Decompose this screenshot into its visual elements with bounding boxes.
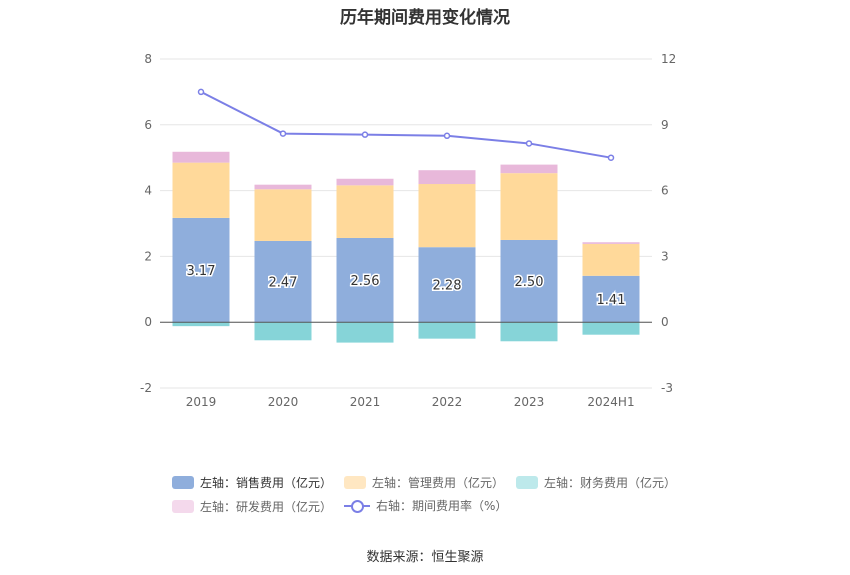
legend-swatch-rd xyxy=(172,500,194,513)
bar-rd xyxy=(500,164,558,174)
bar-finance xyxy=(336,322,394,343)
right-axis-tick-label: 9 xyxy=(661,118,669,132)
rate-line xyxy=(200,91,612,159)
legend-item-finance[interactable]: 左轴：财务费用（亿元） xyxy=(516,474,676,491)
legend-swatch-finance xyxy=(516,476,538,489)
bar-finance xyxy=(172,322,230,327)
right-axis-tick-label: -3 xyxy=(661,381,673,395)
bar-rd xyxy=(254,184,312,190)
rate-point xyxy=(443,132,451,140)
bar-data-label: 2.50 xyxy=(515,275,544,290)
bar-sales xyxy=(172,217,230,323)
bar-finance xyxy=(582,322,640,335)
legend-label-admin: 左轴：管理费用（亿元） xyxy=(372,476,505,490)
left-axis-tick-label: 8 xyxy=(144,52,152,66)
bar-data-label: 2.47 xyxy=(269,276,298,291)
left-axis-tick-label: 4 xyxy=(144,184,152,198)
bar-finance xyxy=(418,322,476,339)
x-axis-tick-label: 2022 xyxy=(432,395,463,409)
right-axis-tick-label: 0 xyxy=(661,315,669,329)
bar-data-label: 2.56 xyxy=(351,274,380,289)
x-axis-tick-label: 2023 xyxy=(514,395,545,409)
legend-label-rate: 右轴：期间费用率（%） xyxy=(376,499,508,513)
bar-admin xyxy=(418,184,476,248)
bar-sales xyxy=(254,240,312,323)
bar-admin xyxy=(172,162,230,218)
legend-swatch-sales xyxy=(172,476,194,489)
rate-point xyxy=(197,88,205,96)
left-axis-tick-label: -2 xyxy=(140,381,152,395)
bar-admin xyxy=(254,189,312,241)
x-axis-tick-label: 2019 xyxy=(186,395,217,409)
bar-rd xyxy=(418,170,476,185)
rate-point xyxy=(607,154,615,161)
data-source: 数据来源：恒生聚源 xyxy=(366,550,484,565)
bar-data-label: 1.41 xyxy=(597,293,626,308)
right-axis-tick-label: 12 xyxy=(661,52,676,66)
left-axis-tick-label: 6 xyxy=(144,118,152,132)
chart-title: 历年期间费用变化情况 xyxy=(340,8,510,28)
bar-rd xyxy=(172,151,230,163)
bar-admin xyxy=(336,185,394,238)
bar-sales xyxy=(582,275,640,323)
rate-point xyxy=(279,130,287,137)
bar-data-label: 3.17 xyxy=(187,264,216,279)
legend-item-admin[interactable]: 左轴：管理费用（亿元） xyxy=(344,474,504,491)
bar-data-label: 2.28 xyxy=(433,279,462,294)
legend-item-rate[interactable]: 右轴：期间费用率（%） xyxy=(344,497,507,514)
bar-rd xyxy=(582,242,640,244)
x-axis-tick-label: 2021 xyxy=(350,395,381,409)
x-axis-tick-label: 2024H1 xyxy=(587,395,634,409)
left-axis-tick-label: 0 xyxy=(144,315,152,329)
legend-label-finance: 左轴：财务费用（亿元） xyxy=(544,476,677,490)
bar-rd xyxy=(336,178,394,186)
right-axis-tick-label: 3 xyxy=(661,249,669,263)
legend-item-sales[interactable]: 左轴：销售费用（亿元） xyxy=(172,474,332,491)
bar-admin xyxy=(500,173,558,240)
legend-label-sales: 左轴：销售费用（亿元） xyxy=(200,476,333,490)
right-axis-tick-label: 6 xyxy=(661,184,669,198)
legend-swatch-admin xyxy=(344,476,366,489)
bar-admin xyxy=(582,243,640,276)
x-axis-tick-label: 2020 xyxy=(268,395,299,409)
left-axis-tick-label: 2 xyxy=(144,249,152,263)
rate-point xyxy=(361,131,369,138)
bar-sales xyxy=(500,239,558,323)
bar-sales xyxy=(418,247,476,323)
legend-label-rd: 左轴：研发费用（亿元） xyxy=(200,500,333,514)
bar-sales xyxy=(336,237,394,323)
bar-finance xyxy=(254,322,312,341)
legend-item-rd[interactable]: 左轴：研发费用（亿元） xyxy=(172,498,332,515)
bar-finance xyxy=(500,322,558,342)
rate-point xyxy=(525,140,533,147)
legend-swatch-rate xyxy=(344,499,370,513)
